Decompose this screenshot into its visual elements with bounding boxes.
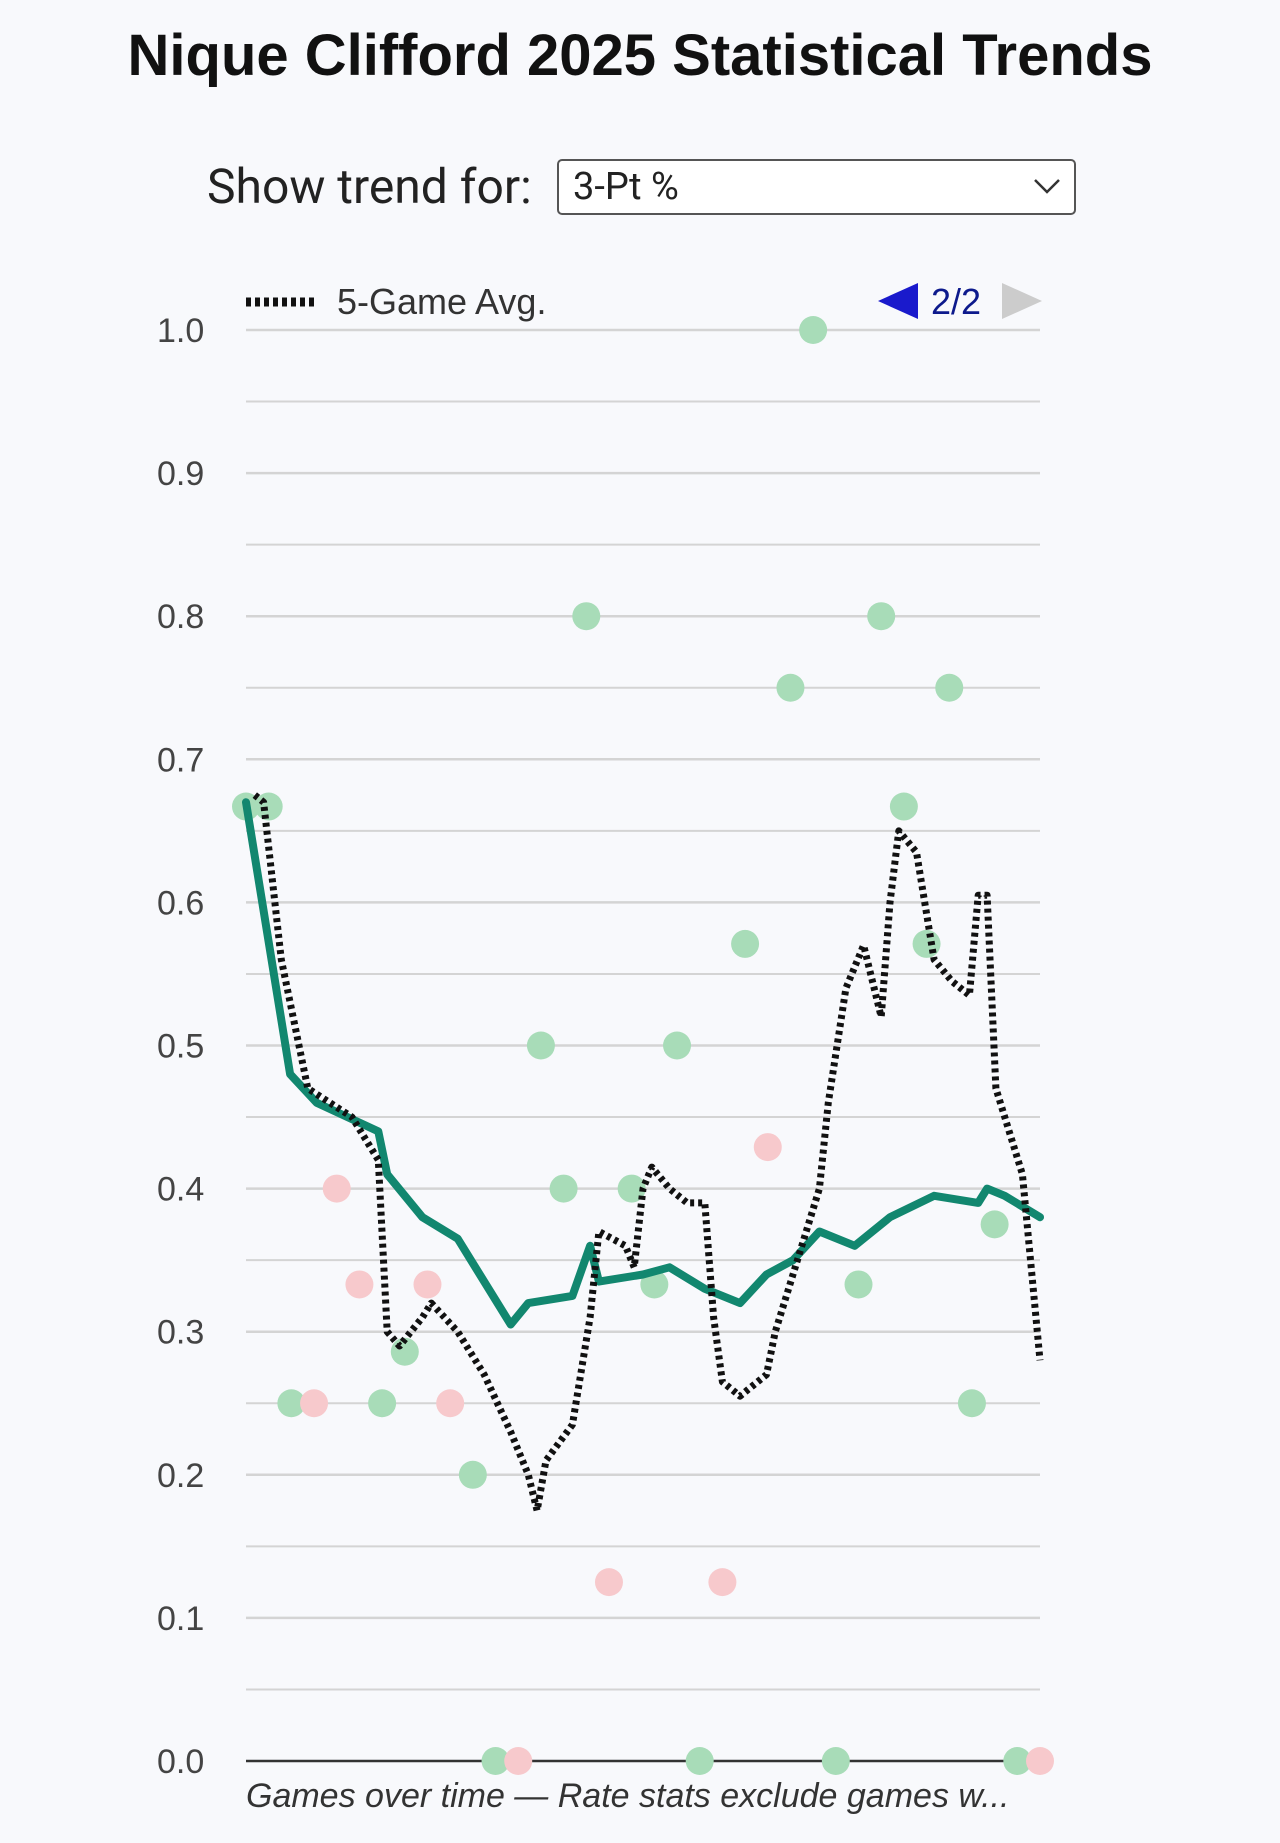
game-point[interactable] [617,1174,646,1203]
y-tick-label: 0.4 [157,1171,204,1209]
stat-selector-label: Show trend for: [207,158,532,215]
pager-count: 2/2 [931,281,981,322]
x-axis-caption: Games over time — Rate stats exclude gam… [246,1777,1009,1815]
y-tick-label: 0.9 [157,455,204,493]
game-point[interactable] [799,316,828,344]
game-point[interactable] [935,673,964,702]
game-point[interactable] [300,1389,329,1418]
game-points [232,316,1054,1775]
game-point[interactable] [594,1568,623,1597]
stat-select[interactable]: 3-Pt % [557,159,1076,215]
y-tick-label: 0.5 [157,1028,204,1066]
game-point[interactable] [980,1210,1009,1239]
game-point[interactable] [776,673,805,702]
game-point[interactable] [526,1031,555,1060]
game-point[interactable] [663,1031,692,1060]
legend-pager: 2/2 [878,281,1042,322]
legend: 5-Game Avg. [246,281,546,322]
game-point[interactable] [708,1568,737,1597]
game-point[interactable] [889,792,918,821]
rolling-avg-line [252,792,1044,1515]
y-axis-ticks: 0.0 0.1 0.2 0.3 0.4 0.5 0.6 0.7 0.8 0.9 1.0 [157,312,204,1781]
game-point[interactable] [504,1747,533,1775]
game-point[interactable] [731,929,760,958]
game-point[interactable] [277,1389,306,1418]
game-point[interactable] [436,1389,465,1418]
game-point[interactable] [549,1174,578,1203]
y-tick-label: 0.1 [157,1600,204,1638]
game-point[interactable] [458,1460,487,1489]
game-point[interactable] [572,602,601,631]
pager-next-arrow-icon[interactable] [1002,283,1042,319]
pager-prev-arrow-icon[interactable] [878,283,918,319]
game-point[interactable] [481,1747,510,1775]
chevron-down-icon [1034,179,1060,194]
game-point[interactable] [753,1133,782,1162]
legend-label: 5-Game Avg. [337,281,546,322]
page-title: Nique Clifford 2025 Statistical Trends [127,23,1153,88]
y-tick-label: 0.2 [157,1457,204,1495]
game-point[interactable] [844,1270,873,1299]
game-point[interactable] [867,602,896,631]
stat-selector-row: Show trend for: 3-Pt % [0,155,1280,219]
y-tick-label: 1.0 [157,312,204,350]
game-point[interactable] [368,1389,397,1418]
y-tick-label: 0.7 [157,741,204,779]
game-point[interactable] [413,1270,442,1299]
game-point[interactable] [345,1270,374,1299]
game-point[interactable] [1026,1747,1054,1775]
season-avg-line [242,798,1044,1329]
grid-lines [246,328,1040,1691]
y-tick-label: 0.6 [157,884,204,922]
game-point[interactable] [1003,1747,1032,1775]
game-point[interactable] [322,1174,351,1203]
game-point[interactable] [640,1270,669,1299]
game-point[interactable] [685,1747,714,1775]
y-tick-label: 0.0 [157,1743,204,1781]
stat-select-value: 3-Pt % [573,165,679,209]
y-tick-label: 0.8 [157,598,204,636]
game-point[interactable] [821,1747,850,1775]
y-tick-label: 0.3 [157,1314,204,1352]
game-point[interactable] [957,1389,986,1418]
